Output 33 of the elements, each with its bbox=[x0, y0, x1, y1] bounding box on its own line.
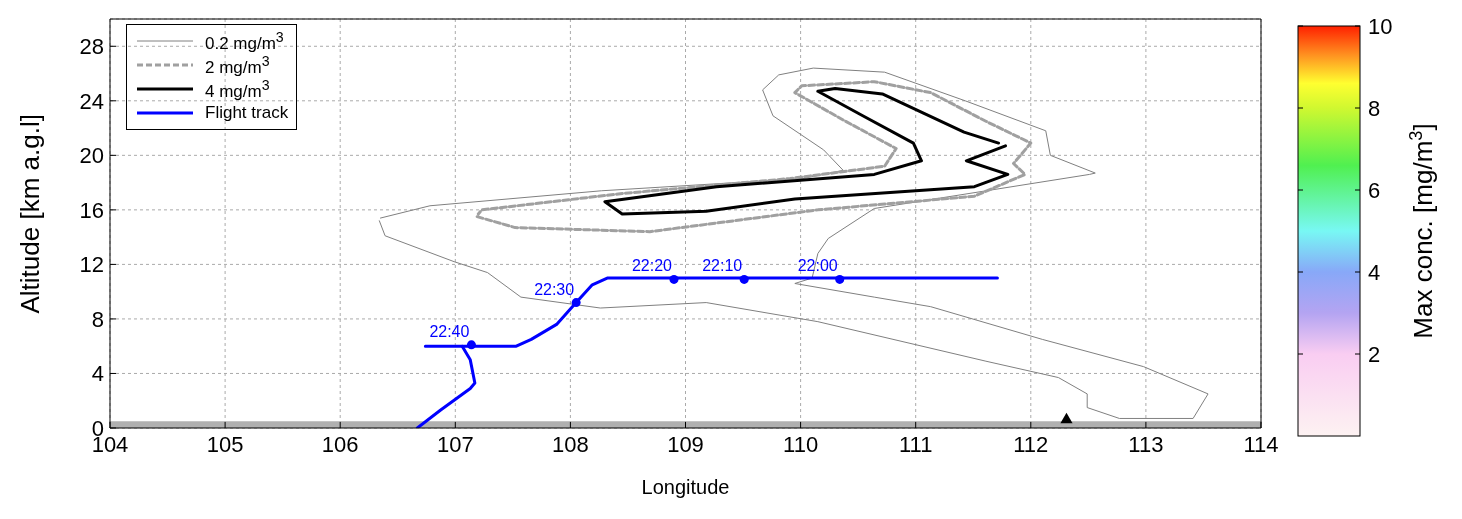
annotation: 22:20 bbox=[631, 257, 673, 275]
x-tick-label: 109 bbox=[667, 431, 704, 457]
y-tick-label: 12 bbox=[79, 252, 104, 278]
x-tick-label: 114 bbox=[1243, 431, 1279, 457]
legend-label: Flight track bbox=[205, 103, 289, 123]
y-tick-label: 28 bbox=[79, 34, 104, 60]
color-bar-label: 8 bbox=[1368, 95, 1381, 121]
color-bar-label: 4 bbox=[1368, 259, 1381, 285]
legend-label: 4 mg/m$^{3}$ bbox=[205, 76, 270, 102]
y-tick-label: 24 bbox=[79, 88, 104, 114]
color-bar-label: 10 bbox=[1368, 13, 1393, 39]
legend-label: 2 mg/m$^{3}$ bbox=[205, 52, 270, 78]
x-tick-label: 108 bbox=[552, 431, 589, 457]
legend-label: 0.2 mg/m$^{3}$ bbox=[205, 28, 284, 54]
annotation: 22:10 bbox=[702, 257, 743, 275]
annotation: 22:30 bbox=[534, 280, 575, 298]
x-tick-label: 106 bbox=[321, 431, 359, 457]
x-tick-label: 112 bbox=[1013, 431, 1049, 457]
x-axis-title: Longitude bbox=[641, 476, 730, 498]
x-tick-label: 113 bbox=[1128, 431, 1164, 457]
y-tick-label: 20 bbox=[79, 143, 104, 169]
annotation: 22:40 bbox=[429, 322, 470, 340]
annotation: 22:00 bbox=[797, 257, 838, 275]
x-tick-label: 110 bbox=[783, 431, 819, 457]
x-tick-label: 111 bbox=[898, 431, 933, 457]
y-axis-title: Altitude [km a.g.l] bbox=[15, 114, 46, 314]
y-tick-label: 16 bbox=[79, 197, 104, 223]
y-tick-label: 8 bbox=[91, 306, 104, 332]
y-tick-label: 4 bbox=[91, 361, 104, 387]
color-bar-label: 6 bbox=[1368, 177, 1381, 203]
color-bar-label: 2 bbox=[1368, 341, 1381, 367]
x-tick-label: 107 bbox=[436, 431, 474, 457]
x-tick-label: 105 bbox=[206, 431, 244, 457]
